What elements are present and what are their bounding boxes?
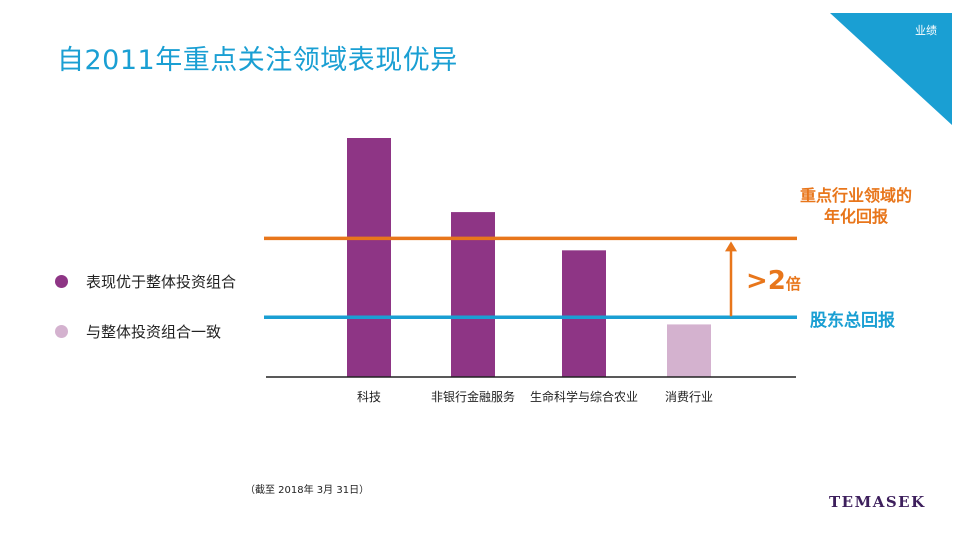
arrow-head-icon [725,241,737,252]
multiplier-annotation: >2倍 [746,266,801,296]
category-label: 生命科学与综合农业 [530,389,638,404]
category-label: 消费行业 [665,390,713,404]
temasek-logo: TEMASEK [829,493,926,511]
bar-2 [562,250,606,377]
legend-label: 表现优于整体投资组合 [86,273,237,291]
legend-dot-purple [55,275,68,288]
orange-line-label: 重点行业领域的 年化回报 [788,185,924,227]
category-label: 科技 [357,390,381,404]
category-label: 非银行金融服务 [431,389,515,404]
bar-0 [347,138,391,377]
footnote: （截至 2018年 3月 31日） [245,485,370,496]
legend-dot-light-purple [55,325,68,338]
page-title: 自2011年重点关注领域表现优异 [57,45,458,76]
orange-line-label-line2: 年化回报 [823,207,888,226]
multiplier-value: >2 [746,266,786,296]
legend-label: 与整体投资组合一致 [86,323,222,341]
section-tag: 业绩 [915,24,937,37]
orange-line-label-line1: 重点行业领域的 [799,186,912,205]
blue-line-label: 股东总回报 [810,311,895,331]
corner-tab [830,13,952,125]
bar-3 [667,324,711,377]
multiplier-unit: 倍 [785,275,801,293]
